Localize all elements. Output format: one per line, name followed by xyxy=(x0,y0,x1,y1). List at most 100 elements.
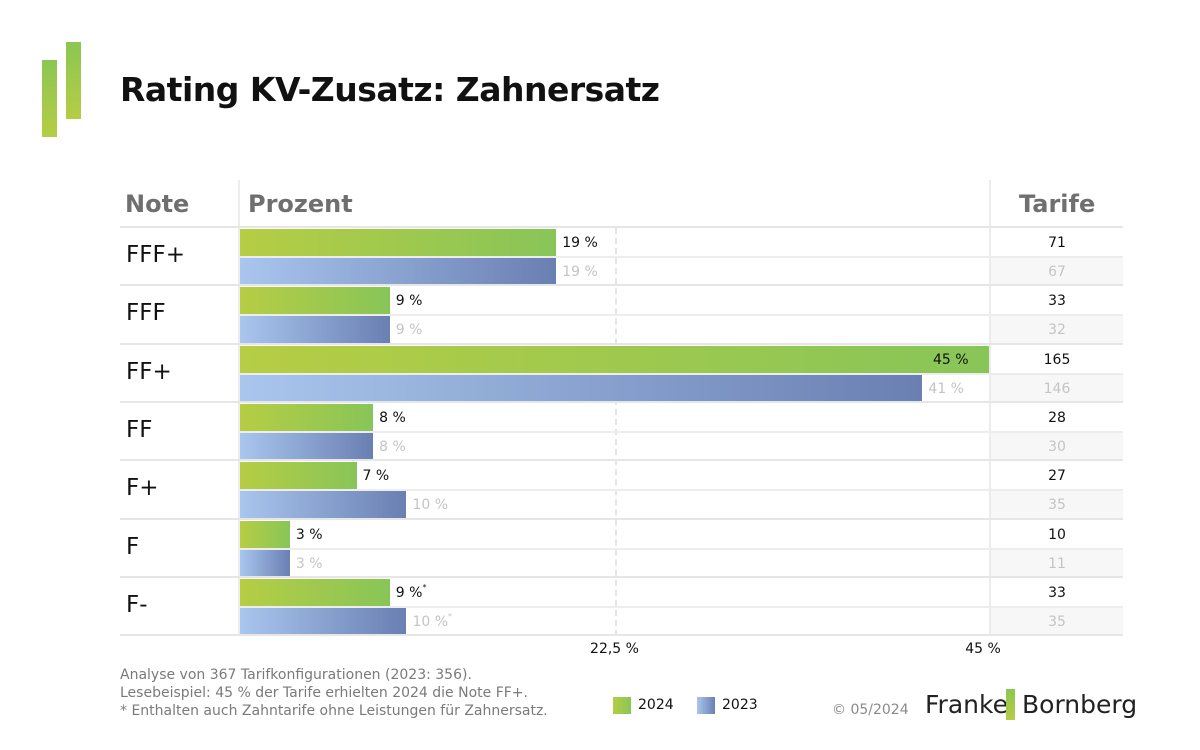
bar-2023 xyxy=(240,549,290,577)
data-label-2023: 3 % xyxy=(296,556,323,572)
data-label-2023: 10 %* xyxy=(412,611,453,630)
copyright: © 05/2024 xyxy=(832,702,909,718)
tarife-value-2024: 28 xyxy=(1048,409,1066,426)
data-label-text: 3 % xyxy=(295,526,323,543)
footnote-mark: * xyxy=(448,611,453,621)
legend-label-2024: 2024 xyxy=(638,697,674,713)
header-prozent: Prozent xyxy=(248,190,353,218)
tarife-prev-bg xyxy=(991,607,1123,635)
data-label-text: 41 % xyxy=(928,380,964,397)
row-rule xyxy=(120,284,1123,287)
column-divider-note xyxy=(238,180,240,636)
tarife-prev-bg xyxy=(991,432,1123,460)
data-label-text: 3 % xyxy=(295,555,323,572)
data-label-2023: 8 % xyxy=(379,439,406,455)
bar-2024 xyxy=(240,403,374,431)
footnote-example: Lesebeispiel: 45 % der Tarife erhielten … xyxy=(120,685,528,701)
tarife-value-2023: 146 xyxy=(1043,380,1071,397)
data-label-2023: 9 % xyxy=(396,322,423,338)
tarife-value-2024: 71 xyxy=(1048,235,1066,251)
data-label-2024: 3 % xyxy=(296,527,323,543)
x-tick-label: 22,5 % xyxy=(590,641,639,657)
data-label-text: 9 % xyxy=(395,293,423,310)
bar-2023 xyxy=(240,607,407,635)
data-label-2024: 9 % xyxy=(396,293,423,309)
tarife-prev-bg xyxy=(991,258,1123,285)
footnote-mark: * xyxy=(422,582,427,592)
brand-logo-bornberg: Bornberg xyxy=(1022,690,1138,719)
tarife-value-2023: 35 xyxy=(1048,497,1066,514)
category-label: FF xyxy=(126,416,153,443)
category-label: FFF xyxy=(126,300,166,327)
tarife-value-2024: 33 xyxy=(1048,293,1066,310)
logo-bar-right xyxy=(66,42,81,119)
bar-2024 xyxy=(240,578,390,606)
sub-row-rule xyxy=(240,489,1123,492)
category-label: FF+ xyxy=(126,358,172,385)
bar-2024 xyxy=(240,462,357,490)
logo-bar-left xyxy=(42,60,57,137)
data-label-2024: 9 %* xyxy=(395,582,427,601)
tarife-value-2023: 30 xyxy=(1048,438,1066,455)
bar-2023 xyxy=(240,491,407,519)
sub-row-rule xyxy=(240,372,1123,375)
data-label-text: 9 % xyxy=(395,322,423,339)
bar-2024 xyxy=(240,345,989,373)
footnote-asterisk: * Enthalten auch Zahntarife ohne Leistun… xyxy=(120,703,548,719)
data-label-text: 7 % xyxy=(362,468,390,485)
row-rule xyxy=(120,575,1123,578)
tarife-value-2024: 33 xyxy=(1048,584,1066,601)
tarife-value-2024: 165 xyxy=(1043,351,1071,368)
sub-row-rule xyxy=(240,256,1123,258)
data-label-text: 8 % xyxy=(379,409,406,426)
header-note: Note xyxy=(125,190,190,218)
row-rule xyxy=(120,342,1123,345)
legend-label-2023: 2023 xyxy=(722,697,758,713)
tarife-value-2023: 67 xyxy=(1048,264,1066,280)
row-rule xyxy=(120,634,1123,637)
sub-row-rule xyxy=(240,430,1123,433)
bar-2023 xyxy=(240,432,374,460)
data-label-2024: 8 % xyxy=(379,410,406,426)
sub-row-rule xyxy=(240,314,1123,317)
sub-row-rule xyxy=(240,605,1123,608)
tarife-value-2024: 10 xyxy=(1048,526,1066,543)
data-label-2023: 19 % xyxy=(562,264,598,280)
bar-2023 xyxy=(240,374,923,402)
data-label-text: 19 % xyxy=(562,235,598,251)
column-divider-tarife xyxy=(989,180,991,636)
brand-logo-separator xyxy=(1006,689,1015,720)
data-label-text: 9 % xyxy=(395,584,423,601)
tarife-value-2024: 27 xyxy=(1048,468,1066,485)
data-label-text: 19 % xyxy=(562,264,598,280)
category-label: F- xyxy=(126,591,148,618)
header-tarife: Tarife xyxy=(1019,190,1096,218)
x-tick-label: 45 % xyxy=(965,641,1001,657)
data-label-text: 45 % xyxy=(933,351,969,368)
header-rule xyxy=(120,226,1123,228)
bar-2023 xyxy=(240,316,390,344)
bar-2024 xyxy=(240,287,390,315)
tarife-prev-bg xyxy=(991,491,1123,519)
data-label-text: 8 % xyxy=(379,438,406,455)
data-label-text: 10 % xyxy=(412,613,449,630)
category-label: F+ xyxy=(126,475,159,502)
bar-2023 xyxy=(240,258,557,285)
data-label-2023: 10 % xyxy=(412,497,448,513)
row-rule xyxy=(120,459,1123,462)
footnote-analysis: Analyse von 367 Tarifkonfigurationen (20… xyxy=(120,667,472,683)
sub-row-rule xyxy=(240,547,1123,550)
legend-swatch-2023 xyxy=(697,697,715,714)
row-rule xyxy=(120,517,1123,520)
data-label-2024: 45 % xyxy=(933,352,969,368)
row-rule xyxy=(120,400,1123,403)
tarife-prev-bg xyxy=(991,316,1123,344)
brand-logo-franke: Franke xyxy=(925,690,1008,719)
data-label-text: 10 % xyxy=(412,497,449,514)
data-label-2024: 19 % xyxy=(562,235,598,251)
tarife-prev-bg xyxy=(991,374,1123,402)
bar-2024 xyxy=(240,520,290,548)
category-label: F xyxy=(126,533,140,560)
data-label-2024: 7 % xyxy=(363,468,390,484)
legend-swatch-2024 xyxy=(613,697,631,714)
